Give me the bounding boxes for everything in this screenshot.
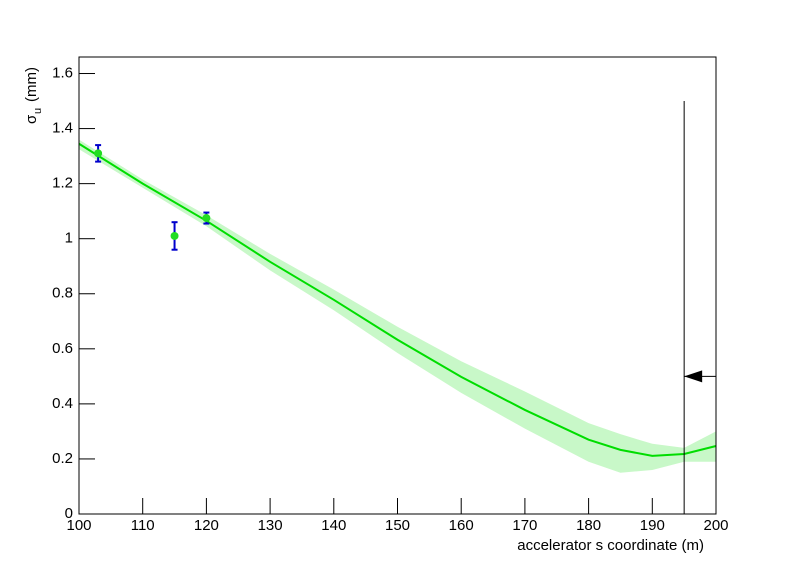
x-tick-label: 110 [131,517,155,534]
x-tick-label: 130 [258,517,283,534]
y-tick-label: 0 [65,505,73,522]
y-axis-label: σ u (mm) [23,67,44,124]
y-label-unit: (mm) [23,67,40,102]
x-tick-label: 150 [385,517,410,534]
x-tick-label: 100 [66,517,91,534]
y-tick-label: 0.8 [52,285,73,302]
data-point [170,231,179,240]
y-tick-label: 1.4 [52,120,73,137]
x-tick-label: 140 [321,517,346,534]
arrow-head [684,370,703,383]
y-tick-label: 1.6 [52,64,73,81]
y-tick-label: 1.2 [52,175,73,192]
y-tick-label: 0.2 [52,450,73,467]
y-tick-label: 1 [65,230,73,247]
x-tick-label: 160 [449,517,474,534]
x-tick-label: 200 [703,517,728,534]
data-point [94,149,103,158]
data-point [202,214,211,223]
x-tick-label: 180 [576,517,601,534]
x-tick-label: 170 [512,517,537,534]
x-tick-label: 190 [640,517,665,534]
y-tick-label: 0.4 [52,395,73,412]
x-tick-label: 120 [194,517,219,534]
x-axis-label: accelerator s coordinate (m) [517,537,704,554]
y-label-symbol: σ [23,114,40,124]
y-label-subscript: u [32,108,44,114]
y-tick-label: 0.6 [52,340,73,357]
